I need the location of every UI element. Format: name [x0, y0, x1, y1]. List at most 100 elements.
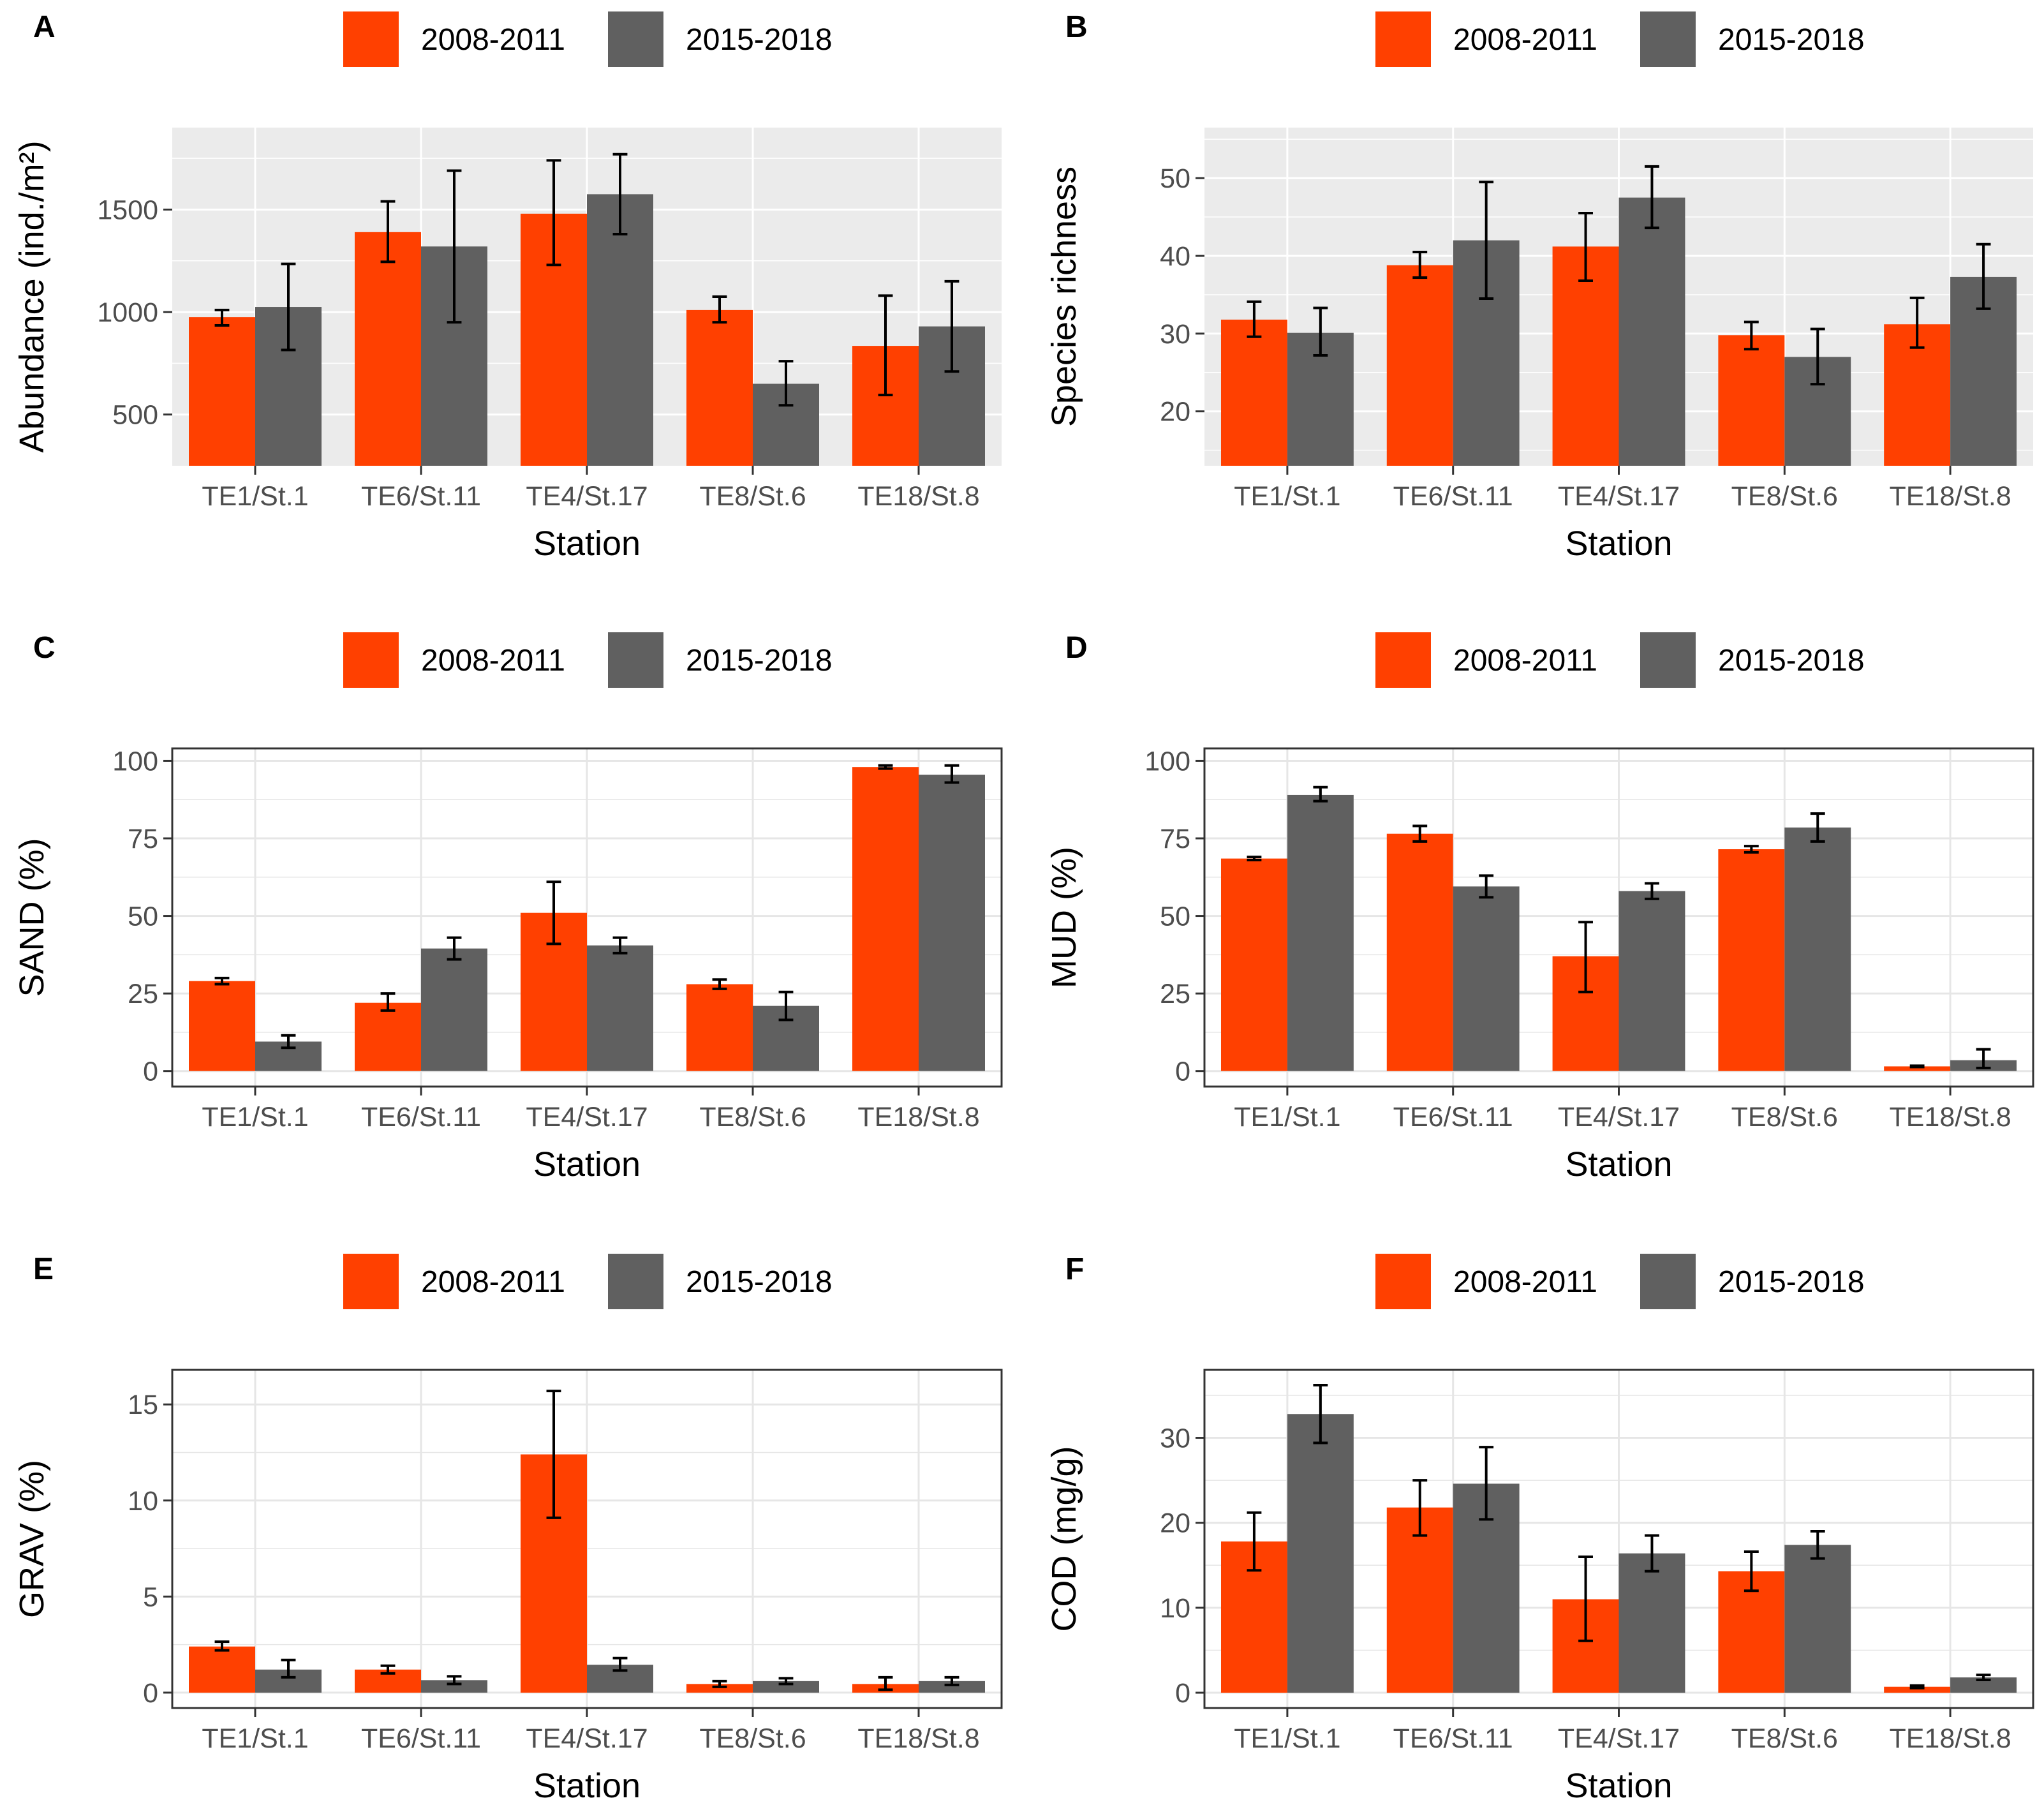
- error-bar: [380, 992, 396, 1012]
- bar-te4-st-17-2015-2018: [587, 194, 653, 466]
- panel-letter: B: [1065, 10, 1088, 44]
- error-bar: [612, 1656, 628, 1672]
- error-bar: [1247, 300, 1262, 338]
- error-bar: [1479, 1446, 1494, 1521]
- legend-key-2008-2011: [1375, 1254, 1431, 1309]
- x-tick-label: TE8/St.6: [1731, 1723, 1838, 1754]
- x-axis-title: Station: [1565, 1767, 1672, 1805]
- error-bar: [1976, 242, 1991, 310]
- bar-te6-st-11-2008-2011: [1386, 1507, 1453, 1693]
- x-tick-label: TE6/St.11: [361, 481, 481, 512]
- y-axis: 500 1000 1500: [97, 195, 172, 431]
- legend-key-2015-2018: [1640, 632, 1696, 688]
- y-axis-title: COD (mg/g): [1045, 1446, 1083, 1631]
- error-bar: [1976, 1674, 1991, 1682]
- legend-label: 2015-2018: [686, 644, 833, 678]
- bar-te4-st-17-2015-2018: [1618, 1553, 1685, 1693]
- panel-letter: C: [33, 631, 56, 665]
- panel-letter: F: [1065, 1252, 1084, 1286]
- x-tick-label: TE6/St.11: [361, 1723, 481, 1754]
- y-tick-label: 0: [1175, 1057, 1190, 1087]
- error-bar: [1645, 882, 1659, 900]
- y-axis: 0 25 50 75 100: [112, 746, 172, 1087]
- series-2015-2018: [255, 764, 985, 1071]
- y-axis: 0 5 10 15: [128, 1390, 172, 1709]
- x-tick-label: TE6/St.11: [361, 1102, 481, 1132]
- x-axis: TE1/St.1 TE6/St.11 TE4/St.17 TE8/St.6 TE18/S…: [202, 1087, 980, 1132]
- y-axis: 0 10 20 30: [1160, 1423, 1204, 1709]
- error-bar: [214, 1640, 230, 1652]
- legend-key-2008-2011: [343, 1254, 399, 1309]
- legend: 2008-2011 2015-2018: [1375, 11, 1865, 67]
- x-tick-label: TE18/St.8: [857, 1723, 979, 1754]
- x-tick-label: TE1/St.1: [1234, 1102, 1340, 1132]
- error-bar: [281, 1658, 296, 1679]
- panel-b: B 2008-2011 2015-2018 20 30 40 50 TE1/St.1 TE6/S…: [1045, 10, 2033, 563]
- error-bar: [712, 978, 727, 990]
- y-tick-label: 30: [1160, 1423, 1190, 1454]
- x-tick-label: TE4/St.17: [1558, 1723, 1680, 1754]
- x-axis-title: Station: [533, 1145, 641, 1184]
- error-bar: [447, 936, 462, 961]
- error-bar: [214, 976, 230, 986]
- x-axis: TE1/St.1 TE6/St.11 TE4/St.17 TE8/St.6 TE18/S…: [1234, 466, 2011, 512]
- y-axis-title: SAND (%): [13, 838, 51, 997]
- bar-te4-st-17-2008-2011: [1552, 246, 1619, 466]
- bar-te8-st-6-2008-2011: [686, 1684, 753, 1693]
- error-bar: [778, 360, 794, 407]
- error-bar: [944, 1675, 959, 1686]
- y-tick-label: 20: [1160, 1508, 1190, 1539]
- panel-letter: A: [33, 10, 56, 44]
- legend-label: 2008-2011: [421, 23, 565, 57]
- panel-d: D 2008-2011 2015-2018 0 25 50 75 100 TE1/St.1 TE6…: [1045, 631, 2034, 1184]
- panel-e: E 2008-2011 2015-2018 0 5 10 15 TE1/St.1 TE6/St.…: [13, 1252, 1003, 1805]
- bar-te1-st-1-2008-2011: [189, 981, 255, 1071]
- bar-te1-st-1-2015-2018: [1287, 794, 1354, 1071]
- error-bar: [1810, 1530, 1825, 1560]
- panel-f: F 2008-2011 2015-2018 0 10 20 30 TE1/St.1 TE6/St…: [1045, 1252, 2034, 1805]
- error-bar: [1744, 320, 1759, 351]
- x-tick-label: TE4/St.17: [1558, 1102, 1680, 1132]
- y-tick-label: 0: [1175, 1678, 1190, 1709]
- error-bar: [1313, 1383, 1328, 1444]
- legend-key-2015-2018: [1640, 1254, 1696, 1309]
- y-tick-label: 1500: [97, 195, 158, 225]
- series-2008-2011: [1220, 1479, 1951, 1693]
- x-tick-label: TE18/St.8: [857, 1102, 979, 1132]
- y-tick-label: 100: [1144, 746, 1190, 776]
- legend-key-2008-2011: [343, 632, 399, 688]
- x-axis: TE1/St.1 TE6/St.11 TE4/St.17 TE8/St.6 TE18/S…: [202, 1708, 980, 1754]
- bar-te18-st-8-2008-2011: [852, 767, 919, 1071]
- bar-te6-st-11-2008-2011: [355, 232, 421, 466]
- x-axis-title: Station: [1565, 524, 1672, 563]
- legend-label: 2015-2018: [686, 1265, 833, 1299]
- error-bar: [1909, 296, 1925, 349]
- series-2015-2018: [1287, 1383, 2017, 1693]
- legend: 2008-2011 2015-2018: [1375, 632, 1865, 688]
- y-axis-title: Species richness: [1045, 167, 1083, 427]
- error-bar: [214, 308, 230, 327]
- legend-key-2008-2011: [1375, 632, 1431, 688]
- y-tick-label: 30: [1160, 319, 1190, 350]
- x-tick-label: TE6/St.11: [1393, 1102, 1513, 1132]
- error-bar: [1744, 1550, 1759, 1593]
- error-bar: [380, 1664, 396, 1675]
- bar-te6-st-11-2008-2011: [1386, 833, 1453, 1071]
- x-tick-label: TE18/St.8: [1889, 481, 2011, 512]
- error-bar: [1247, 1511, 1262, 1572]
- bar-te6-st-11-2015-2018: [421, 1680, 487, 1693]
- legend: 2008-2011 2015-2018: [343, 632, 833, 688]
- bar-te8-st-6-2015-2018: [1784, 827, 1851, 1071]
- x-tick-label: TE4/St.17: [526, 481, 648, 512]
- y-tick-label: 40: [1160, 241, 1190, 272]
- error-bar: [1909, 1684, 1925, 1689]
- bar-te6-st-11-2008-2011: [355, 1002, 421, 1071]
- error-bar: [778, 1677, 794, 1686]
- bar-te1-st-1-2008-2011: [1220, 319, 1287, 466]
- y-axis: 0 25 50 75 100: [1144, 746, 1204, 1087]
- y-tick-label: 20: [1160, 397, 1190, 427]
- legend-label: 2015-2018: [686, 23, 833, 57]
- error-bar: [447, 169, 462, 324]
- y-tick-label: 5: [143, 1582, 158, 1612]
